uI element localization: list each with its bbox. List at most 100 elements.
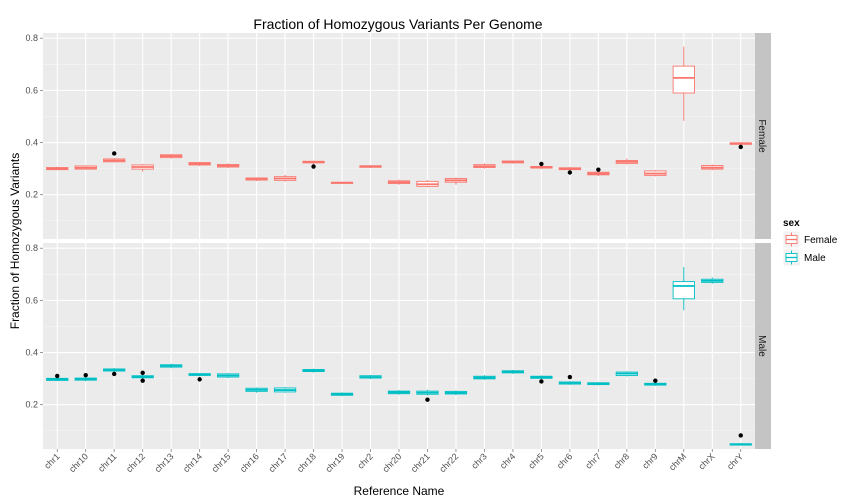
outlier-point bbox=[425, 397, 430, 402]
legend-items: Female Male bbox=[782, 230, 838, 267]
x-axis-title: Reference Name bbox=[354, 484, 445, 498]
box-chr16-male bbox=[245, 387, 268, 393]
outlier-point bbox=[112, 371, 117, 377]
box-chr4-male bbox=[501, 369, 525, 374]
x-tick-label-chr8: chr8 bbox=[612, 451, 631, 470]
box-chr4-female bbox=[501, 160, 525, 164]
outlier-point bbox=[567, 374, 573, 380]
box-chr15-male bbox=[216, 373, 240, 379]
boxes bbox=[46, 46, 752, 446]
x-tick-label-chr11: chr11 bbox=[96, 451, 119, 474]
y-tick-labels: 0.2 0.4 0.6 0.8 0.2 0.4 0.6 0.8 bbox=[25, 33, 43, 410]
outlier-point bbox=[738, 433, 743, 438]
legend-item-female: Female bbox=[782, 230, 838, 249]
box-chr5-female bbox=[530, 161, 553, 169]
y-tick-label: 0.8 bbox=[25, 33, 38, 43]
outlier-point bbox=[567, 170, 573, 175]
panel-female-boxes bbox=[46, 46, 752, 188]
x-tick-label-chr5: chr5 bbox=[526, 451, 545, 470]
box-chr10-male bbox=[74, 373, 97, 382]
box-chr5-male bbox=[530, 375, 553, 384]
box-chr18-female bbox=[302, 160, 325, 169]
box-chr9-male bbox=[644, 378, 667, 386]
chart-title: Fraction of Homozygous Variants Per Geno… bbox=[253, 16, 542, 32]
x-tick-label-chr3: chr3 bbox=[469, 451, 488, 470]
outlier-point bbox=[539, 379, 544, 384]
box-chr8-male bbox=[615, 371, 638, 377]
box-chr6-female bbox=[558, 167, 582, 175]
box-chr17-female bbox=[273, 174, 297, 182]
legend-title: sex bbox=[783, 218, 800, 229]
box-chr21-female bbox=[416, 180, 439, 188]
outlier-point bbox=[311, 164, 316, 169]
legend: sex Female Male bbox=[782, 218, 838, 267]
box-chr3-female bbox=[473, 163, 496, 169]
x-tick-label-chr12: chr12 bbox=[124, 451, 147, 474]
x-tick-label-chrY: chrY bbox=[725, 451, 745, 471]
outlier-point bbox=[738, 144, 743, 150]
y-tick-label: 0.2 bbox=[25, 190, 38, 200]
box-chr8-female bbox=[615, 158, 638, 165]
box-chr13-female bbox=[160, 153, 183, 159]
grid-lines bbox=[43, 33, 755, 449]
outlier-point bbox=[653, 378, 658, 383]
box-chr14-female bbox=[188, 161, 211, 166]
x-tick-label-chr7: chr7 bbox=[583, 451, 602, 470]
box-chrY-female bbox=[729, 142, 752, 150]
outlier-point bbox=[596, 167, 601, 172]
box-iqr bbox=[672, 281, 695, 300]
box-chr7-male bbox=[587, 381, 610, 386]
panel-male-boxes bbox=[46, 266, 752, 446]
y-tick-label: 0.6 bbox=[25, 295, 38, 305]
box-chrX-male bbox=[701, 277, 724, 284]
outlier-point bbox=[55, 373, 60, 379]
y-tick-label: 0.4 bbox=[25, 138, 38, 148]
box-chr7-female bbox=[587, 167, 610, 176]
box-chr13-male bbox=[160, 363, 183, 369]
outlier-point bbox=[539, 161, 544, 167]
x-tick-label-chr21: chr21 bbox=[409, 451, 432, 474]
x-tick-label-chr20: chr20 bbox=[380, 451, 403, 474]
legend-label-female: Female bbox=[804, 235, 838, 246]
box-chr18-male bbox=[302, 368, 325, 373]
x-tick-label-chr10: chr10 bbox=[67, 451, 90, 474]
box-chrM-female bbox=[672, 46, 695, 121]
box-chrX-female bbox=[701, 164, 724, 171]
facet-strip-female bbox=[755, 33, 771, 239]
x-tick-label-chr9: chr9 bbox=[640, 451, 659, 470]
x-tick-label-chr13: chr13 bbox=[153, 451, 176, 474]
box-chr9-female bbox=[644, 169, 667, 177]
x-tick-label-chr6: chr6 bbox=[555, 451, 574, 470]
x-tick-label-chrX: chrX bbox=[697, 451, 717, 471]
x-tick-label-chr14: chr14 bbox=[181, 451, 204, 474]
box-chr6-male bbox=[558, 374, 582, 385]
box-chr16-female bbox=[245, 177, 268, 182]
outlier-point bbox=[197, 377, 202, 382]
box-chr10-female bbox=[74, 165, 97, 170]
legend-label-male: Male bbox=[804, 253, 826, 264]
facet-strip-male bbox=[755, 243, 771, 449]
box-chr11-female bbox=[103, 151, 126, 163]
x-tick-label-chrM: chrM bbox=[667, 451, 688, 472]
box-chr14-male bbox=[188, 373, 211, 382]
box-chr1-female bbox=[46, 166, 69, 171]
x-tick-label-chr2: chr2 bbox=[355, 451, 374, 470]
x-tick-label-chr18: chr18 bbox=[295, 451, 318, 474]
x-tick-label-chr4: chr4 bbox=[498, 451, 517, 470]
y-tick-label: 0.2 bbox=[25, 400, 38, 410]
facet-strip-male-label: Male bbox=[756, 335, 767, 357]
outlier-point bbox=[83, 373, 88, 378]
facet-strip-female-label: Female bbox=[756, 119, 767, 153]
box-chr20-male bbox=[387, 390, 411, 395]
y-tick-label: 0.6 bbox=[25, 85, 38, 95]
box-chr21-male bbox=[416, 389, 439, 402]
box-chr22-male bbox=[444, 390, 468, 396]
box-chrM-male bbox=[672, 266, 695, 311]
outlier-point bbox=[140, 378, 145, 383]
x-tick-label-chr22: chr22 bbox=[437, 451, 460, 474]
x-tick-label-chr15: chr15 bbox=[210, 451, 233, 474]
box-chr19-male bbox=[330, 392, 354, 397]
box-chr19-female bbox=[330, 181, 354, 184]
box-chr17-male bbox=[273, 386, 297, 393]
